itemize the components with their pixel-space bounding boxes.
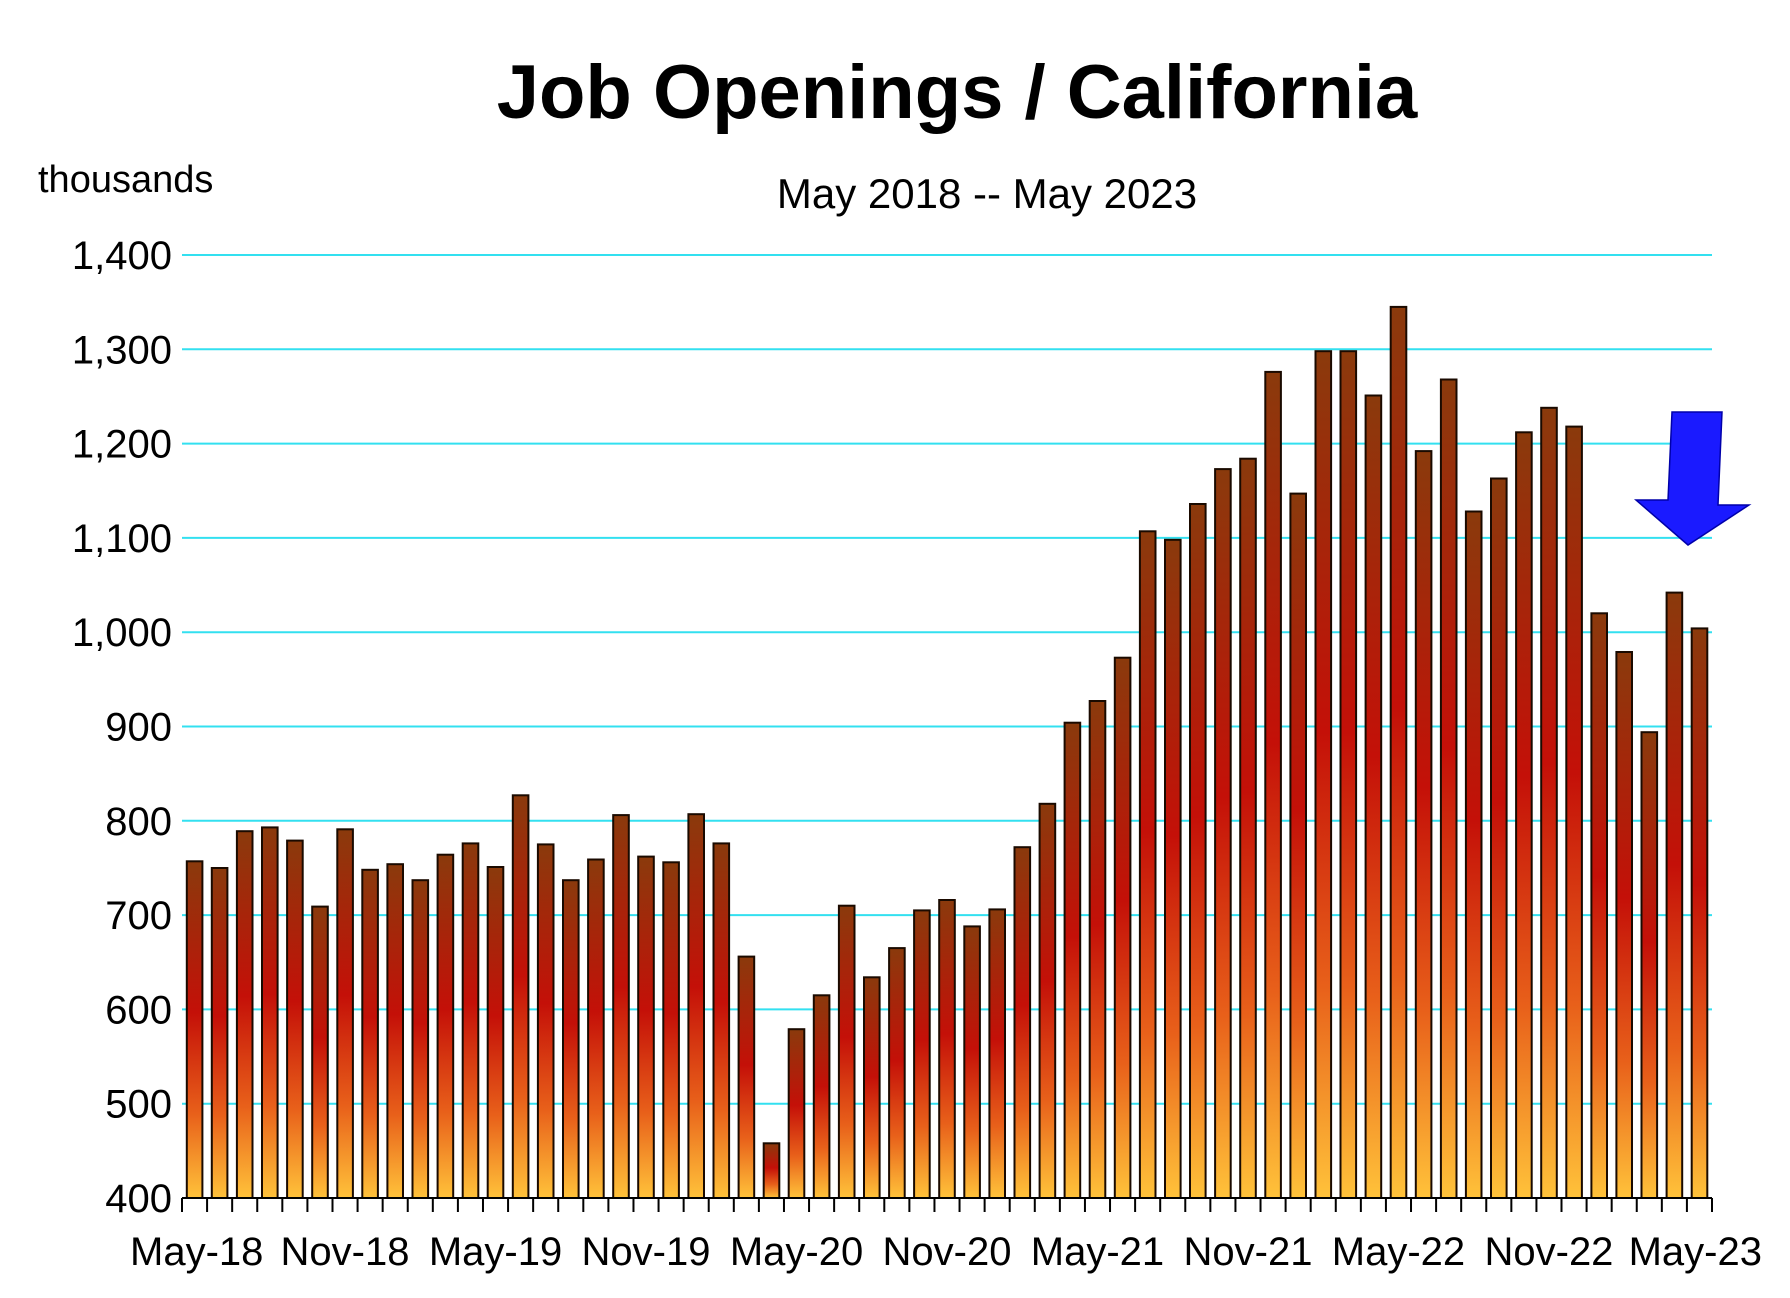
bar [787, 1028, 806, 1199]
bar [361, 868, 379, 1199]
bar [812, 994, 831, 1199]
bar [662, 861, 680, 1199]
bar [1540, 406, 1558, 1199]
bar [1640, 731, 1659, 1199]
bar [311, 905, 329, 1199]
bar [1364, 394, 1383, 1199]
y-tick-label: 400 [105, 1177, 172, 1221]
bar [1113, 656, 1132, 1199]
bar [1414, 450, 1433, 1200]
bars [185, 305, 1709, 1200]
bar [1214, 468, 1232, 1200]
bar [210, 867, 229, 1199]
bar [1038, 802, 1057, 1199]
bar [1665, 591, 1684, 1199]
bar [1063, 721, 1082, 1199]
bar [562, 879, 580, 1199]
bar [1615, 651, 1634, 1199]
bar [411, 879, 430, 1199]
y-tick-label: 1,300 [72, 328, 172, 372]
bar [286, 839, 304, 1199]
bar [837, 904, 856, 1199]
y-tick-label: 1,000 [72, 611, 172, 655]
bar [1439, 378, 1458, 1199]
bar [1515, 431, 1533, 1199]
bar [1289, 492, 1308, 1200]
bar [1590, 612, 1609, 1199]
y-tick-label: 800 [105, 800, 172, 844]
bar [1138, 530, 1157, 1199]
bar [963, 925, 981, 1200]
x-tick-label: Nov-19 [582, 1230, 711, 1274]
bar [1164, 538, 1182, 1199]
x-tick-label: Nov-21 [1184, 1230, 1313, 1274]
x-tick-label: May-19 [429, 1230, 562, 1274]
chart-subtitle: May 2018 -- May 2023 [777, 170, 1197, 217]
bar [1239, 457, 1257, 1199]
y-tick-label: 1,400 [72, 234, 172, 278]
y-tick-label: 1,100 [72, 517, 172, 561]
bar [637, 855, 655, 1199]
y-axis-ticks: 400 500 600 700 800 900 1,000 1,100 1,200 1,300 1,… [72, 234, 172, 1221]
bar [1690, 627, 1709, 1199]
bar [1088, 700, 1107, 1199]
bar [988, 908, 1007, 1200]
bar [587, 858, 605, 1199]
bar [612, 814, 630, 1199]
bar [486, 866, 505, 1199]
bar [1264, 370, 1282, 1199]
x-tick-label: May-23 [1629, 1230, 1762, 1274]
y-tick-label: 900 [105, 706, 172, 750]
y-tick-label: 700 [105, 894, 172, 938]
bar [687, 813, 706, 1199]
bar [336, 828, 354, 1199]
down-arrow-icon [1633, 411, 1752, 546]
x-tick-label: May-22 [1332, 1230, 1465, 1274]
x-tick-label: May-18 [130, 1230, 263, 1274]
bar [1314, 350, 1333, 1199]
bar [235, 830, 254, 1199]
chart-title: Job Openings / California [497, 50, 1418, 135]
bar [511, 794, 530, 1199]
y-tick-label: 500 [105, 1083, 172, 1127]
bar [938, 899, 956, 1199]
x-tick-label: May-20 [730, 1230, 863, 1274]
bar [863, 976, 881, 1199]
bar [913, 909, 931, 1200]
bar [536, 843, 555, 1200]
y-tick-label: 1,200 [72, 423, 172, 467]
bar [712, 842, 731, 1200]
bar [1464, 510, 1483, 1199]
x-axis-ticks: May-18 Nov-18 May-19 Nov-19 May-20 Nov-20 May-… [130, 1230, 1762, 1274]
bar [1189, 503, 1207, 1199]
bar [1339, 350, 1358, 1199]
bar [185, 860, 204, 1199]
bar [461, 842, 480, 1200]
bar [261, 826, 279, 1200]
x-tick-label: Nov-22 [1484, 1230, 1613, 1274]
bar [1490, 477, 1508, 1199]
y-axis-label: thousands [38, 159, 213, 201]
bar [436, 853, 455, 1199]
bar [762, 1142, 781, 1200]
x-tick-label: May-21 [1031, 1230, 1164, 1274]
bar [386, 863, 404, 1199]
x-axis [181, 1197, 1713, 1212]
bar [737, 955, 756, 1199]
bar [1013, 846, 1032, 1199]
bar [1565, 425, 1583, 1200]
bar [1389, 305, 1408, 1199]
x-tick-label: Nov-20 [883, 1230, 1012, 1274]
x-tick-label: Nov-18 [281, 1230, 410, 1274]
bar [888, 947, 906, 1199]
y-tick-label: 600 [105, 988, 172, 1032]
